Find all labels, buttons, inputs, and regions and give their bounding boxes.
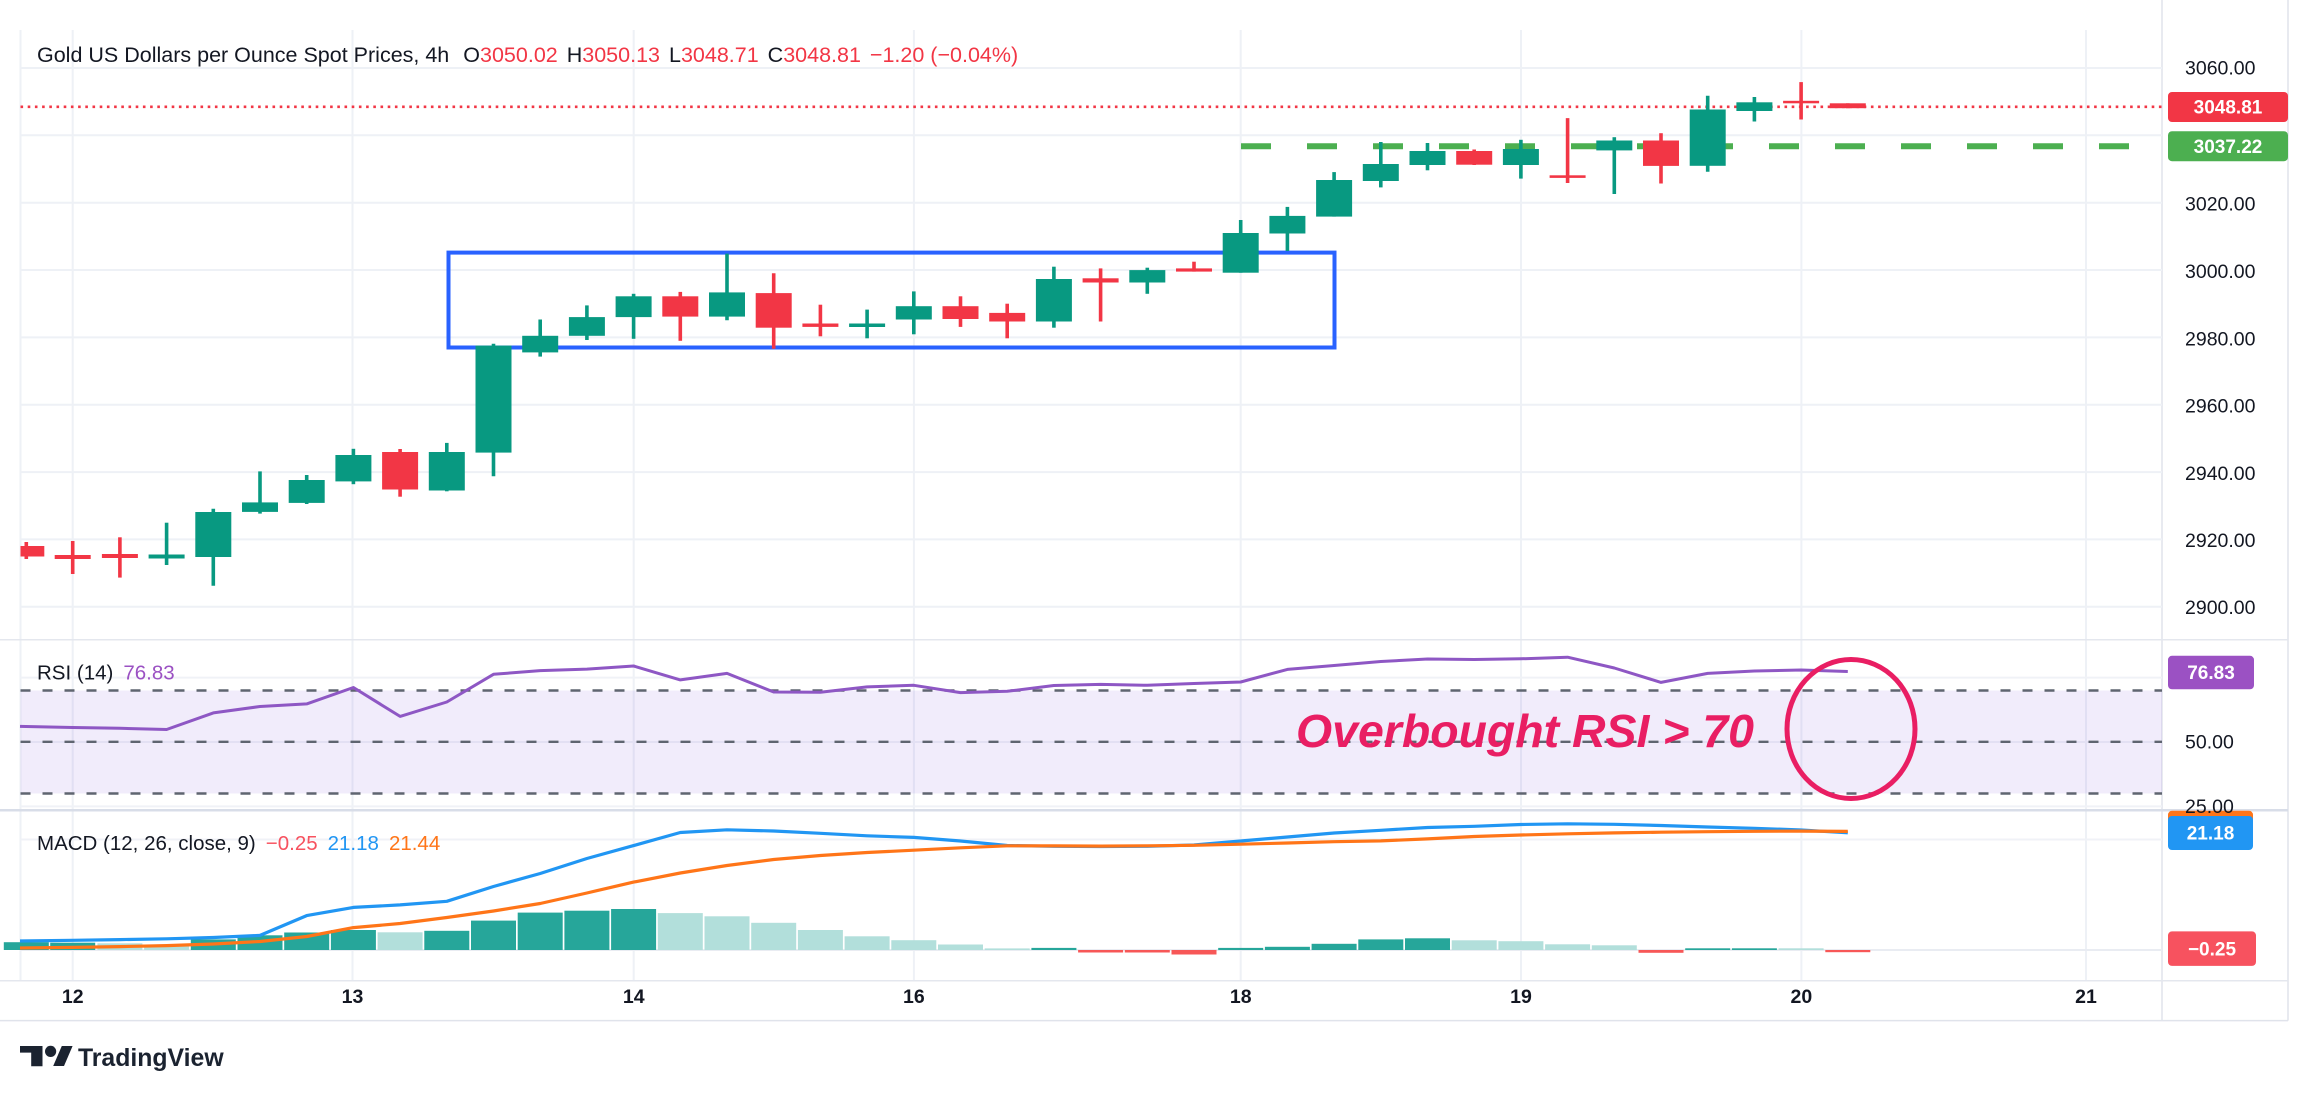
svg-text:25.00: 25.00 (2185, 796, 2234, 818)
svg-text:3048.81: 3048.81 (2194, 98, 2263, 119)
svg-text:18: 18 (1230, 986, 1252, 1008)
svg-text:3037.22: 3037.22 (2194, 137, 2263, 158)
svg-text:76.83: 76.83 (2187, 663, 2235, 684)
svg-text:16: 16 (903, 986, 925, 1008)
svg-text:2980.00: 2980.00 (2185, 329, 2256, 351)
svg-text:2960.00: 2960.00 (2185, 396, 2256, 418)
svg-text:TradingView: TradingView (78, 1045, 224, 1072)
svg-text:2940.00: 2940.00 (2185, 463, 2256, 485)
svg-text:50.00: 50.00 (2185, 732, 2234, 754)
svg-text:RSI (14)76.83: RSI (14) 76.83 (37, 662, 175, 685)
svg-text:3000.00: 3000.00 (2185, 261, 2256, 283)
svg-text:3020.00: 3020.00 (2185, 194, 2256, 216)
svg-text:21.18: 21.18 (2187, 824, 2235, 845)
svg-text:21: 21 (2075, 986, 2097, 1008)
svg-text:13: 13 (342, 986, 364, 1008)
svg-text:2900.00: 2900.00 (2185, 597, 2256, 619)
svg-text:19: 19 (1510, 986, 1532, 1008)
svg-text:Gold US Dollars per Ounce Spot: Gold US Dollars per Ounce Spot Prices, 4… (37, 43, 1018, 67)
svg-text:3060.00: 3060.00 (2185, 58, 2256, 80)
svg-text:Overbought RSI > 70: Overbought RSI > 70 (1296, 705, 1754, 757)
svg-text:12: 12 (62, 986, 84, 1008)
svg-text:20: 20 (1791, 986, 1813, 1008)
svg-text:−0.25: −0.25 (2188, 939, 2237, 960)
svg-text:2920.00: 2920.00 (2185, 530, 2256, 552)
svg-text:14: 14 (623, 986, 645, 1008)
